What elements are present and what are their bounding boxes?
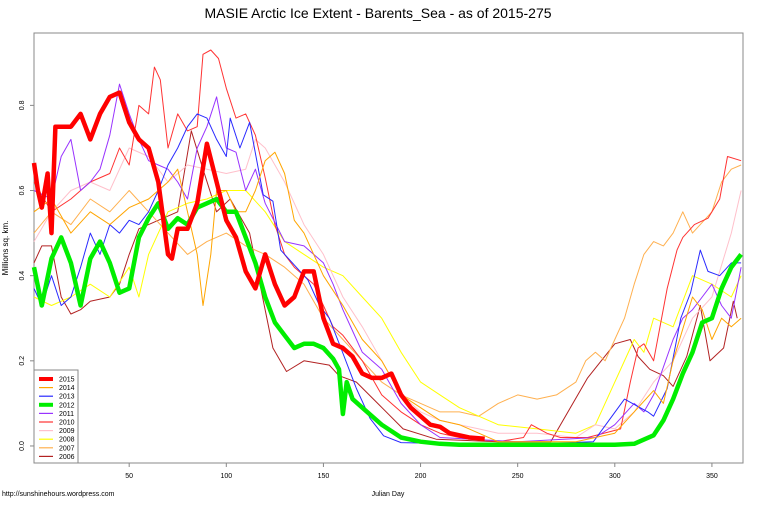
x-tick-label: 200 (415, 473, 427, 480)
legend-label-2013: 2013 (59, 394, 75, 401)
footer-url: http://sunshinehours.wordpress.com (2, 491, 115, 498)
plot-frame (33, 32, 744, 464)
x-axis: 50 100 150 200 250 300 350 (125, 463, 718, 480)
series-line-2009 (33, 138, 742, 438)
legend-label-2008: 2008 (59, 437, 75, 444)
series-line-2011 (33, 83, 742, 443)
series-line-2010 (33, 49, 742, 443)
legend-label-2009: 2009 (59, 428, 75, 435)
series-line-2013 (33, 113, 742, 445)
series-lines (31, 49, 743, 447)
y-axis-label: Millions sq. km. (1, 221, 10, 276)
x-tick-label: 100 (220, 473, 232, 480)
y-tick-label: 0.8 (19, 100, 26, 110)
legend-label-2006: 2006 (59, 454, 75, 461)
chart-title: MASIE Arctic Ice Extent - Barents_Sea - … (204, 5, 551, 21)
series-line-2008 (33, 190, 742, 434)
y-tick-label: 0.0 (19, 441, 26, 451)
y-tick-label: 0.2 (19, 356, 26, 366)
series-line-2012 (31, 196, 743, 447)
legend-label-2011: 2011 (59, 411, 74, 418)
x-tick-label: 250 (512, 473, 524, 480)
legend-label-2012: 2012 (59, 402, 75, 409)
y-tick-label: 0.4 (19, 271, 26, 281)
x-tick-label: 50 (125, 473, 133, 480)
y-tick-label: 0.6 (19, 186, 26, 196)
legend-label-2010: 2010 (59, 420, 75, 427)
series-line-2014 (33, 151, 742, 443)
legend-label-2014: 2014 (59, 385, 75, 392)
x-tick-label: 150 (318, 473, 330, 480)
x-tick-label: 350 (706, 473, 718, 480)
x-axis-label: Julian Day (372, 491, 405, 498)
legend-label-2015: 2015 (59, 377, 75, 384)
series-line-2015 (31, 90, 485, 441)
x-tick-label: 300 (609, 473, 621, 480)
y-axis: 0.0 0.2 0.4 0.6 0.8 (19, 100, 34, 451)
legend-label-2007: 2007 (59, 445, 75, 452)
series-line-2006 (33, 130, 738, 443)
